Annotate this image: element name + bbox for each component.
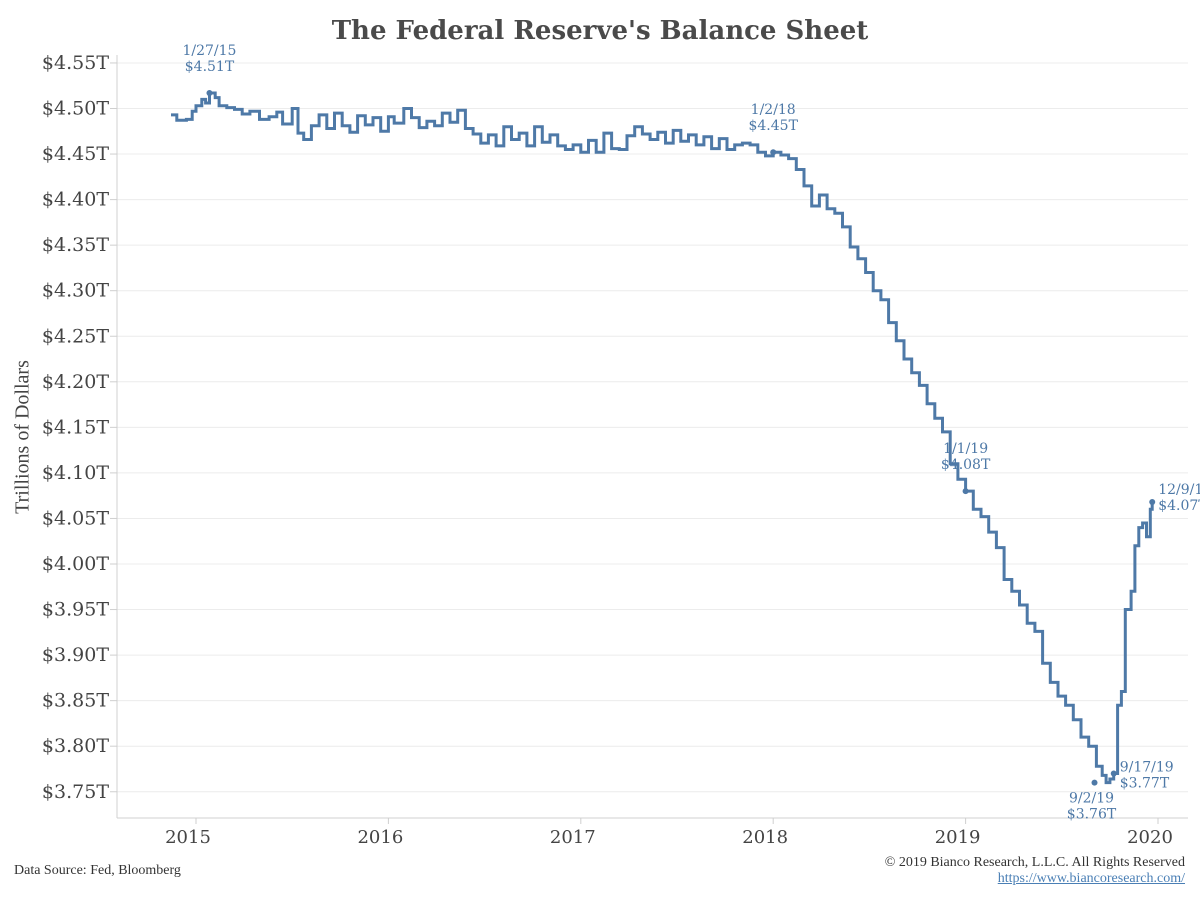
y-tick-label: $4.05T — [42, 507, 109, 529]
annotation-marker — [206, 90, 213, 97]
x-tick-label: 2015 — [165, 827, 211, 848]
x-axis-ticks: 2015 2016 2017 2018 2019 2020 — [165, 818, 1173, 848]
y-tick-label: $3.95T — [42, 599, 109, 621]
data-source-note: Data Source: Fed, Bloomberg — [14, 863, 181, 878]
y-tick-label: $4.15T — [42, 416, 109, 438]
series-layer — [171, 91, 1154, 785]
website-link[interactable]: https://www.biancoresearch.com/ — [997, 871, 1185, 886]
y-tick-label: $4.00T — [42, 553, 109, 575]
annotation-marker — [1149, 499, 1156, 506]
annotation-date: 1/1/19 — [943, 441, 988, 457]
annotation-date: 1/27/15 — [182, 43, 236, 59]
annotation-value: $4.08T — [941, 457, 991, 473]
y-tick-label: $3.90T — [42, 644, 109, 666]
annotation-date: 9/17/19 — [1120, 760, 1174, 776]
y-tick-label: $4.10T — [42, 462, 109, 484]
axes — [116, 55, 1188, 819]
footer-credits: © 2019 Bianco Research, L.L.C. All Right… — [885, 855, 1185, 887]
x-tick-label: 2019 — [935, 827, 981, 848]
gridlines — [117, 62, 1188, 793]
x-tick-label: 2017 — [550, 827, 596, 848]
y-tick-label: $4.25T — [42, 325, 109, 347]
x-tick-label: 2016 — [357, 827, 403, 848]
annotation-value: $4.51T — [185, 59, 235, 75]
y-tick-label: $4.35T — [42, 234, 109, 256]
annotation-value: $4.45T — [748, 118, 798, 134]
annotations: 1/27/15$4.51T 1/2/18$4.45T 1/1/19$4.08T 9/2… — [182, 43, 1200, 823]
annotation-date: 9/2/19 — [1069, 791, 1114, 807]
annotation-marker — [1110, 770, 1117, 777]
y-tick-label: $3.85T — [42, 690, 109, 712]
y-tick-label: $4.20T — [42, 371, 109, 393]
y-tick-label: $4.30T — [42, 280, 109, 302]
x-tick-label: 2020 — [1127, 827, 1173, 848]
annotation-value: $3.77T — [1120, 776, 1170, 792]
y-tick-label: $3.80T — [42, 735, 109, 757]
annotation-date: 12/9/19 — [1158, 482, 1200, 498]
annotation-marker — [962, 488, 969, 495]
copyright-text: © 2019 Bianco Research, L.L.C. All Right… — [884, 855, 1185, 870]
chart-title: The Federal Reserve's Balance Sheet — [331, 16, 869, 46]
annotation-value: $3.76T — [1067, 807, 1117, 823]
balance-sheet-line — [171, 91, 1154, 785]
annotation-marker — [1091, 779, 1098, 786]
y-axis-ticks: $3.75T $3.80T $3.85T $3.90T $3.95T $4.00T $4.0… — [42, 52, 117, 803]
y-tick-label: $4.55T — [42, 52, 109, 74]
y-tick-label: $4.40T — [42, 189, 109, 211]
annotation-marker — [770, 149, 777, 156]
y-tick-label: $3.75T — [42, 781, 109, 803]
annotation-value: $4.07T — [1158, 498, 1200, 514]
annotation-date: 1/2/18 — [751, 102, 796, 118]
x-tick-label: 2018 — [742, 827, 788, 848]
y-tick-label: $4.45T — [42, 143, 109, 165]
y-tick-label: $4.50T — [42, 98, 109, 120]
